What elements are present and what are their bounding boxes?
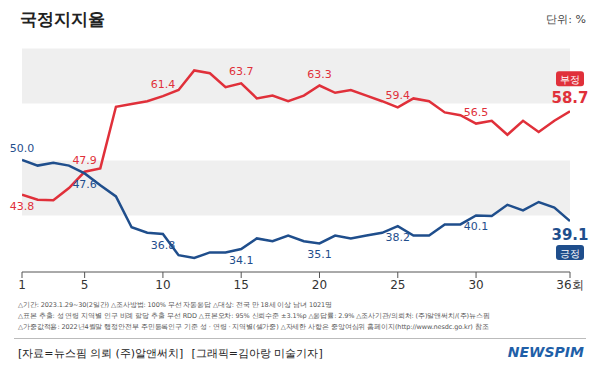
- svg-text:63.7: 63.7: [229, 65, 254, 78]
- svg-text:10: 10: [155, 278, 170, 292]
- html-text:△기간: 2023.1.29~30(2일간) △조사방법:: △기간: 2023.1.29~30(2일간) △조사방법: 100% 무선 자동…: [18, 301, 332, 309]
- svg-text:50.0: 50.0: [10, 142, 35, 155]
- svg-text:63.3: 63.3: [307, 68, 332, 81]
- svg-text:5: 5: [81, 278, 89, 292]
- svg-text:61.4: 61.4: [151, 78, 176, 91]
- html-text:[그래픽=김아랑 미술기자]: [그래픽=김아랑 미술기자]: [191, 347, 323, 360]
- svg-text:38.2: 38.2: [386, 231, 411, 244]
- svg-text:25: 25: [390, 278, 405, 292]
- html-text:NEWSPIM: NEWSPIM: [507, 344, 584, 360]
- svg-text:15: 15: [234, 278, 249, 292]
- svg-text:47.6: 47.6: [72, 178, 97, 191]
- svg-text:59.4: 59.4: [386, 89, 411, 102]
- html-text:[자료=뉴스핌 의뢰 (주)알앤써치]: [자료=뉴스핌 의뢰 (주)알앤써치]: [18, 347, 184, 360]
- html-text:△표본 추출: 성 연령 지역별 인구 비례 할당 추출 무: △표본 추출: 성 연령 지역별 인구 비례 할당 추출 무선 RDD △표본오…: [18, 312, 490, 320]
- svg-text:20: 20: [312, 278, 327, 292]
- html-text:단위: %: 단위: %: [546, 13, 586, 26]
- html-text:국정지지율: 국정지지율: [20, 9, 105, 29]
- svg-text:35.1: 35.1: [307, 248, 332, 261]
- svg-text:43.8: 43.8: [10, 200, 35, 213]
- svg-text:부정: 부정: [560, 74, 580, 85]
- svg-text:30: 30: [468, 278, 483, 292]
- svg-text:40.1: 40.1: [464, 220, 489, 233]
- svg-text:56.5: 56.5: [464, 106, 489, 119]
- svg-text:47.9: 47.9: [72, 154, 97, 167]
- svg-text:36회: 36회: [556, 278, 583, 292]
- svg-text:58.7: 58.7: [551, 89, 588, 107]
- svg-text:36.8: 36.8: [151, 239, 176, 252]
- html-text:△가중값적용: 2022년4월말 행정안전부 주민등록인구: △가중값적용: 2022년4월말 행정안전부 주민등록인구 기준 성 · 연령 …: [18, 323, 489, 331]
- svg-text:1: 1: [18, 278, 26, 292]
- svg-text:34.1: 34.1: [229, 254, 254, 267]
- svg-text:39.1: 39.1: [551, 226, 588, 244]
- svg-text:긍정: 긍정: [560, 248, 580, 259]
